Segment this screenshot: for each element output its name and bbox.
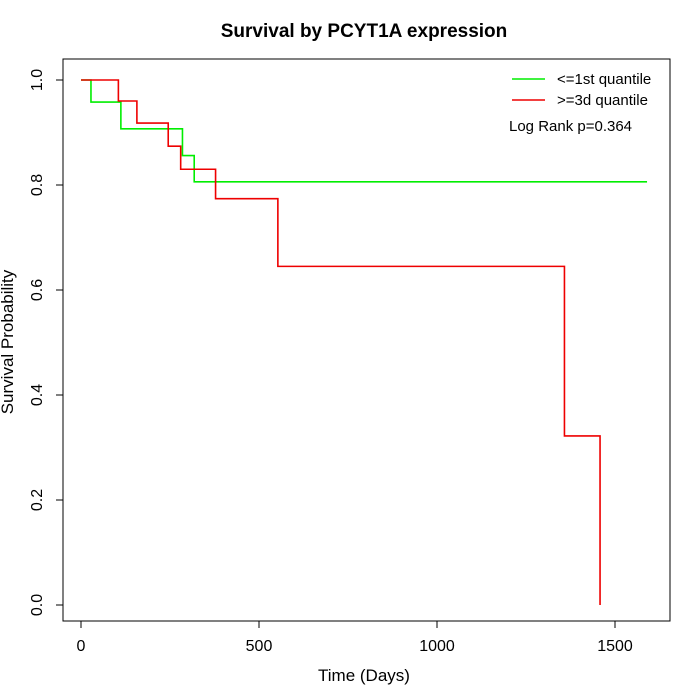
x-tick-label: 1000 (419, 638, 455, 655)
series-layer (81, 79, 648, 605)
x-tick-label: 500 (246, 638, 273, 655)
y-tick-label: 0.4 (29, 384, 46, 406)
y-tick-label: 0.0 (29, 594, 46, 616)
legend-label-1: >=3d quantile (557, 92, 648, 109)
x-axis-label: Time (Days) (318, 666, 410, 685)
plot-frame (62, 58, 671, 622)
y-tick-label: 0.8 (29, 174, 46, 196)
legend-label-0: <=1st quantile (557, 71, 651, 88)
y-tick-label: 0.2 (29, 489, 46, 511)
y-axis: 0.0 0.2 0.4 0.6 0.8 1.0 (29, 69, 64, 616)
y-tick-label: 0.6 (29, 279, 46, 301)
x-tick-label: 1500 (597, 638, 633, 655)
x-axis: 0 500 1000 1500 (77, 620, 633, 655)
x-tick-label: 0 (77, 638, 86, 655)
y-tick-label: 1.0 (29, 69, 46, 91)
chart-title: Survival by PCYT1A expression (221, 21, 508, 42)
legend: <=1st quantile >=3d quantile (512, 71, 651, 109)
y-axis-label: Survival Probability (0, 269, 17, 414)
log-rank-annotation: Log Rank p=0.364 (509, 118, 632, 135)
series-line-1 (81, 79, 601, 605)
